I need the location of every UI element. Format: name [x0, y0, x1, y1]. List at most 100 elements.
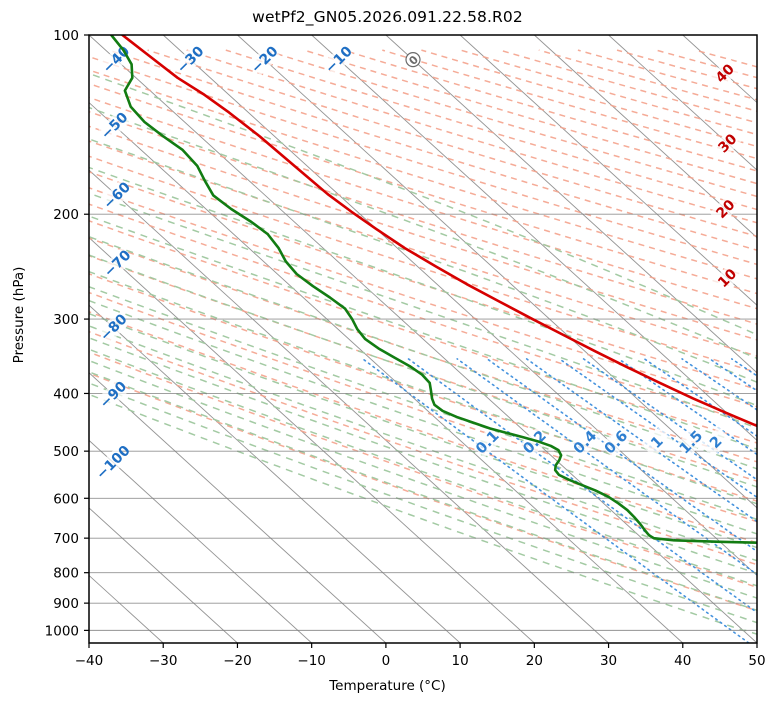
dry-adiabat-line [89, 55, 757, 266]
isotherm-label: −30 [174, 43, 208, 77]
isotherm-line [89, 439, 312, 643]
isotherm-line [89, 101, 684, 643]
y-tick-label: 1000 [45, 623, 79, 639]
isotherm-label: 0 [405, 51, 421, 68]
moist-adiabat-line [89, 312, 757, 549]
mixing-ratio-label: 1 [641, 426, 673, 458]
mixing-ratio-line [486, 358, 757, 553]
moist-adiabat-line [89, 270, 757, 505]
y-axis-ticks: 100 200 300 400 500 600 700 800 900 1000 [45, 28, 89, 639]
isotherm-line [89, 35, 757, 643]
moist-adiabat-line [89, 285, 757, 521]
svg-text:−60: −60 [101, 179, 135, 213]
svg-text:−100: −100 [93, 442, 133, 482]
dry-adiabat-line [616, 49, 757, 90]
svg-text:−20: −20 [248, 43, 282, 77]
isotherm-label: −90 [97, 378, 131, 412]
isotherm-line [89, 237, 535, 643]
mixing-ratio-line [558, 358, 757, 499]
svg-text:−30: −30 [174, 43, 208, 77]
page-title: wetPf2_GN05.2026.091.22.58.R02 [252, 8, 523, 26]
y-tick-label: 700 [53, 531, 79, 547]
isotherm-label: −10 [322, 43, 356, 77]
dry-adiabat-line [89, 273, 757, 502]
isotherm-line [459, 35, 757, 306]
moist-adiabat-line [89, 359, 757, 599]
isotherm-line [89, 507, 238, 643]
dewpoint-profile-line [109, 35, 757, 545]
mixing-ratio-line [525, 358, 757, 523]
mixing-ratio-line [582, 358, 757, 481]
isotherm-label: −50 [98, 109, 132, 143]
x-tick-label: 20 [526, 653, 543, 669]
y-tick-label: 200 [53, 207, 79, 223]
isotherm-line [89, 574, 164, 643]
x-axis-ticks: −40 −30 −20 −10 0 10 20 30 40 50 [75, 643, 766, 669]
x-tick-label: 30 [600, 653, 617, 669]
isotherm-line [0, 35, 15, 643]
x-tick-label: −10 [297, 653, 326, 669]
dry-adiabat-line [382, 49, 757, 160]
x-tick-label: 40 [674, 653, 691, 669]
dry-adiabat-line [89, 155, 757, 374]
x-tick-label: 10 [452, 653, 469, 669]
isotherm-label: −20 [248, 43, 282, 77]
mixing-ratio-line [758, 359, 775, 643]
moist-adiabat-line [89, 393, 757, 635]
y-tick-label: 800 [53, 566, 79, 582]
mixing-ratio-line [709, 358, 757, 392]
isotherm-line [89, 372, 387, 643]
temperature-profile-line [121, 35, 757, 428]
x-tick-label: −30 [149, 653, 178, 669]
y-tick-label: 900 [53, 596, 79, 612]
plot-frame [88, 34, 758, 644]
moist-adiabat-line [89, 235, 757, 470]
svg-text:−50: −50 [98, 109, 132, 143]
isotherm-line [311, 35, 757, 441]
svg-text:−10: −10 [322, 43, 356, 77]
mixing-ratio-line [407, 358, 757, 614]
y-tick-label: 300 [53, 312, 79, 328]
moist-adiabat-line [89, 106, 757, 360]
y-tick-label: 500 [53, 444, 79, 460]
dry-adiabat-line [89, 372, 757, 612]
dry-adiabat-line [342, 49, 757, 172]
isotherm-label: −100 [93, 442, 133, 482]
isotherm-line [89, 304, 461, 643]
mixing-ratio-label: 2 [700, 426, 732, 458]
mixing-ratio-line [362, 358, 750, 643]
profile-series-group [109, 35, 757, 545]
dry-adiabat-line [89, 237, 757, 463]
isotherm-label: −60 [101, 179, 135, 213]
svg-text:−80: −80 [97, 311, 131, 345]
x-tick-label: 0 [382, 653, 391, 669]
moist-adiabat-line [89, 299, 757, 535]
x-tick-label: −40 [75, 653, 104, 669]
isotherm-label: 40 [708, 57, 741, 90]
moist-adiabat-line [89, 72, 757, 336]
isotherm-line [89, 642, 90, 643]
gridlines-group [0, 35, 775, 643]
y-tick-label: 400 [53, 386, 79, 402]
x-tick-label: −20 [223, 653, 252, 669]
y-tick-label: 100 [53, 28, 79, 44]
moist-adiabat-line [89, 382, 757, 624]
isotherm-line [385, 35, 757, 374]
isotherm-label: 30 [711, 127, 744, 160]
dry-adiabat-line [89, 140, 757, 357]
svg-text:−90: −90 [97, 378, 131, 412]
isotherm-line [534, 35, 757, 239]
x-tick-label: 50 [748, 653, 765, 669]
moist-adiabat-line [89, 192, 757, 429]
isotherm-label: −80 [97, 311, 131, 345]
x-axis-label: Temperature (°C) [329, 678, 446, 694]
svg-text:1.5: 1.5 [677, 428, 706, 457]
isotherm-line [756, 35, 757, 36]
isotherm-label: 10 [711, 262, 744, 295]
mixing-ratio-label: 1.5 [675, 426, 707, 458]
dry-adiabat-line [89, 171, 757, 391]
y-tick-label: 600 [53, 491, 79, 507]
dry-adiabat-line [89, 254, 757, 482]
